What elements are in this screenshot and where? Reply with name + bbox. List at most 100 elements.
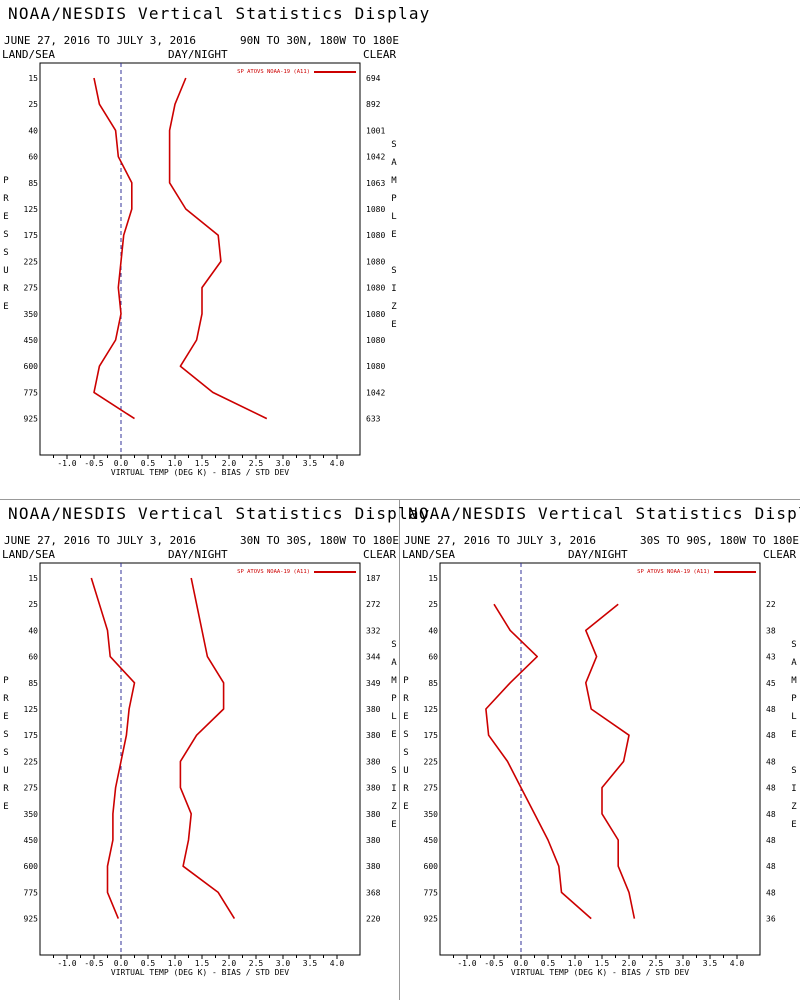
series-line-bias [93,77,135,420]
pressure-level-label: 175 [24,231,39,240]
sample-size-label: 633 [366,415,381,424]
sample-size-label: 1042 [366,153,385,162]
horizontal-divider [0,499,800,500]
sample-size-label: 48 [766,888,776,897]
sample-size-label: 1080 [366,205,385,214]
day-night-label: DAY/NIGHT [568,548,628,561]
x-tick-label: 0.0 [114,459,129,468]
land-sea-label: LAND/SEA [402,548,455,561]
pressure-level-label: 925 [424,915,439,924]
pressure-level-label: 450 [24,336,39,345]
series-line-bias [485,603,592,920]
series-line-std-dev [585,603,636,919]
x-tick-label: 1.0 [568,959,583,968]
sample-size-label: 380 [366,705,381,714]
series-line-std-dev [168,77,268,420]
x-tick-label: -1.0 [457,959,476,968]
x-tick-label: 1.5 [595,959,610,968]
clear-label: CLEAR [363,48,397,61]
pressure-level-label: 450 [24,836,39,845]
pressure-level-label: 350 [424,810,439,819]
x-tick-label: 2.5 [649,959,664,968]
date-range: JUNE 27, 2016 TO JULY 3, 2016 [4,534,197,547]
pressure-level-label: 275 [24,784,39,793]
x-tick-label: -0.5 [84,459,103,468]
sample-size-label: 380 [366,784,381,793]
pressure-level-label: 925 [24,915,39,924]
x-tick-label: 0.5 [141,959,156,968]
series-line-bias [90,577,136,919]
sample-size-label: 694 [366,74,381,83]
sample-size-label: 892 [366,100,381,109]
sample-size-label: 48 [766,784,776,793]
legend-label: SP ATOVS NOAA-19 (A11) [237,69,310,75]
pressure-level-label: 925 [24,415,39,424]
panel-title: NOAA/NESDIS Vertical Statistics Display [8,504,431,523]
x-tick-label: 2.0 [622,959,637,968]
pressure-level-label: 350 [24,310,39,319]
pressure-level-label: 25 [428,600,438,609]
pressure-level-label: 25 [28,600,38,609]
sample-size-label: 1080 [366,336,385,345]
region-label: 30N TO 30S, 180W TO 180E [240,534,399,547]
x-tick-label: 4.0 [330,959,345,968]
sample-size-label: 48 [766,705,776,714]
x-tick-label: 2.0 [222,959,237,968]
x-tick-label: 2.5 [249,459,264,468]
x-tick-label: 4.0 [330,459,345,468]
clear-label: CLEAR [363,548,397,561]
x-tick-label: 2.0 [222,459,237,468]
x-tick-label: 3.0 [676,959,691,968]
region-label: 90N TO 30N, 180W TO 180E [240,34,399,47]
x-tick-label: -1.0 [57,459,76,468]
sample-size-label: 380 [366,757,381,766]
pressure-level-label: 175 [24,731,39,740]
sample-size-label: 45 [766,679,776,688]
pressure-level-label: 85 [28,179,38,188]
sample-size-label: 48 [766,757,776,766]
sample-size-label: 272 [366,600,381,609]
date-range: JUNE 27, 2016 TO JULY 3, 2016 [4,34,197,47]
x-axis-label: VIRTUAL TEMP (DEG K) - BIAS / STD DEV [511,968,689,977]
pressure-level-label: 40 [28,626,38,635]
land-sea-label: LAND/SEA [2,548,55,561]
day-night-label: DAY/NIGHT [168,548,228,561]
x-tick-label: 1.0 [168,959,183,968]
sample-size-label: 380 [366,810,381,819]
x-tick-label: -0.5 [84,959,103,968]
sample-size-label: 220 [366,915,381,924]
pressure-level-label: 225 [424,757,439,766]
sample-size-label: 43 [766,653,776,662]
pressure-level-label: 25 [28,100,38,109]
series-line-std-dev [179,577,236,920]
pressure-level-label: 125 [424,705,439,714]
sample-size-label: 1063 [366,179,385,188]
x-tick-label: 0.5 [541,959,556,968]
pressure-level-label: 450 [424,836,439,845]
sample-size-label: 38 [766,626,776,635]
panel-title: NOAA/NESDIS Vertical Statistics Display [408,504,800,523]
pressure-level-label: 600 [24,362,39,371]
x-axis-label: VIRTUAL TEMP (DEG K) - BIAS / STD DEV [111,968,289,977]
pressure-level-label: 15 [428,574,438,583]
sample-size-label: 1080 [366,231,385,240]
vertical-divider [399,500,400,1000]
sample-size-label: 48 [766,810,776,819]
sample-size-label: 1042 [366,388,385,397]
pressure-level-label: 15 [28,574,38,583]
plot-frame [439,562,761,956]
pressure-level-label: 60 [428,653,438,662]
sample-size-label: 1080 [366,362,385,371]
pressure-level-label: 225 [24,757,39,766]
pressure-level-label: 775 [24,888,39,897]
sample-size-label: 1080 [366,310,385,319]
chart-svg: -1.0 -0.5 0.0 0.5 1.0 1.5 2.0 2.5 3.0 3.5 4.0 VIRTU… [424,562,776,977]
stats-panel-north: NOAA/NESDIS Vertical Statistics Display … [0,0,429,500]
sample-size-label: 332 [366,626,381,635]
x-tick-label: -0.5 [484,959,503,968]
chart-svg: -1.0 -0.5 0.0 0.5 1.0 1.5 2.0 2.5 3.0 3.5 4.0 VIRTU… [24,562,381,977]
sample-size-label: 349 [366,679,381,688]
